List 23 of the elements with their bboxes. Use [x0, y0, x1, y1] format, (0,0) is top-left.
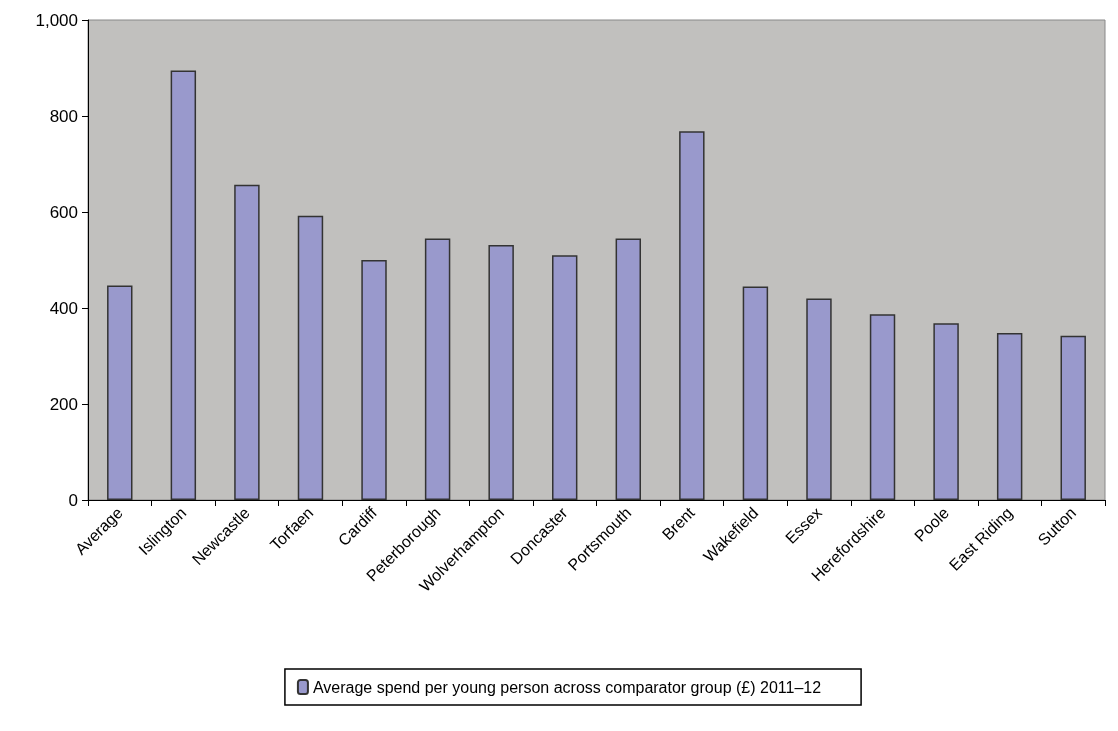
bar — [869, 314, 896, 500]
y-tick-label: 1,000 — [35, 10, 78, 30]
bar — [297, 215, 324, 500]
bar — [234, 184, 260, 500]
bar — [107, 285, 133, 500]
bar — [742, 286, 769, 500]
bar — [679, 131, 705, 500]
bar — [806, 298, 832, 500]
y-tick-label: 800 — [49, 106, 78, 126]
bar — [424, 238, 451, 500]
bar — [996, 332, 1023, 500]
bar — [615, 238, 641, 500]
y-tick-label: 0 — [68, 490, 78, 510]
bar — [1060, 335, 1086, 500]
bar — [552, 255, 578, 500]
y-tick-label: 600 — [49, 202, 78, 222]
bar — [933, 323, 959, 500]
bar — [361, 260, 387, 500]
y-tick-label: 400 — [49, 298, 78, 318]
bar — [488, 245, 514, 500]
y-tick-label: 200 — [49, 394, 78, 414]
bar — [170, 70, 197, 500]
legend-label: Average spend per young person across comparator group (£) 2011–12 — [312, 678, 822, 696]
